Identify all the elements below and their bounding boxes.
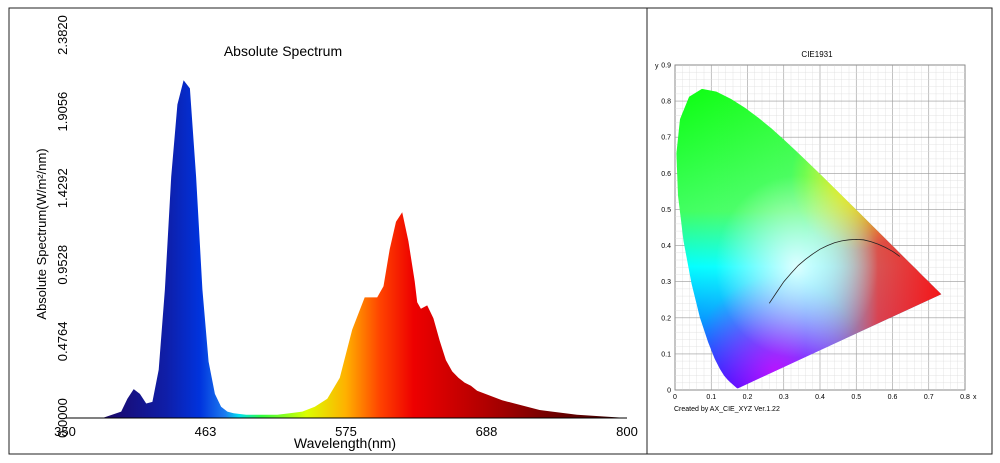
cie-y-tick-label: 0.6 [661, 171, 671, 178]
spectrum-x-tick-label: 350 [54, 424, 76, 439]
cie-x-tick-label: 0.3 [779, 394, 789, 401]
spectrum-y-tick-label: 0.0000 [55, 398, 70, 438]
spectrum-series-area [65, 80, 627, 419]
spectrum-y-tick-label: 1.4292 [55, 168, 70, 208]
cie-y-tick-label: 0.4 [661, 243, 671, 250]
cie-chart: CIE1931 0 0.1 0.2 0.3 0.4 0.5 0.6 0.7 0.8 0.9 0 0.… [655, 50, 977, 413]
cie-ylabel: y [655, 63, 659, 70]
spectrum-title: Absolute Spectrum [224, 43, 342, 59]
spectrum-y-tick-label: 0.4764 [55, 322, 70, 362]
spectrum-x-tick-label: 463 [195, 424, 217, 439]
cie-x-tick-label: 0.5 [851, 394, 861, 401]
cie-planckian-locus [768, 238, 901, 304]
spectrum-x-tick-label: 575 [335, 424, 357, 439]
cie-x-tick-label: 0.1 [706, 394, 716, 401]
cie-y-tick-label: 0.2 [661, 315, 671, 322]
spectrum-panel [8, 7, 648, 455]
cie-x-tick-label: 0.2 [743, 394, 753, 401]
cie-x-tick-label: 0.6 [888, 394, 898, 401]
cie-x-tick-label: 0.8 [960, 394, 970, 401]
cie-footer: Created by AX_CIE_XYZ Ver.1.22 [674, 406, 780, 413]
spectrum-y-tick-label: 2.3820 [55, 15, 70, 55]
spectrum-y-ticks: 0.0000 0.4764 0.9528 1.4292 1.9056 2.3820 [55, 15, 70, 438]
cie-y-tick-label: 0.9 [661, 63, 671, 70]
cie-y-tick-label: 0.1 [661, 351, 671, 358]
cie-x-ticks: 0 0.1 0.2 0.3 0.4 0.5 0.6 0.7 0.8 [673, 394, 970, 401]
cie-x-tick-label: 0.4 [815, 394, 825, 401]
spectrum-y-tick-label: 1.9056 [55, 92, 70, 132]
spectrum-x-tick-label: 688 [476, 424, 498, 439]
cie-panel [646, 7, 993, 455]
spectrum-xlabel: Wavelength(nm) [294, 435, 396, 451]
spectrum-chart: Absolute Spectrum Absolute Spectrum(W/m²… [34, 15, 638, 451]
cie-title: CIE1931 [801, 50, 833, 59]
spectrum-y-tick-label: 0.9528 [55, 245, 70, 285]
cie-y-ticks: 0 0.1 0.2 0.3 0.4 0.5 0.6 0.7 0.8 0.9 [661, 63, 671, 395]
cie-x-tick-label: 0 [673, 394, 677, 401]
spectrum-x-ticks: 350 463 575 688 800 [54, 424, 638, 439]
cie-x-tick-label: 0.7 [924, 394, 934, 401]
cie-xlabel: x [973, 394, 977, 401]
cie-y-tick-label: 0.5 [661, 207, 671, 214]
spectrum-ylabel: Absolute Spectrum(W/m²/nm) [34, 148, 49, 319]
cie-y-tick-label: 0.3 [661, 279, 671, 286]
spectrum-x-tick-label: 800 [616, 424, 638, 439]
cie-y-tick-label: 0.8 [661, 99, 671, 106]
cie-y-tick-label: 0 [667, 388, 671, 395]
cie-y-tick-label: 0.7 [661, 135, 671, 142]
